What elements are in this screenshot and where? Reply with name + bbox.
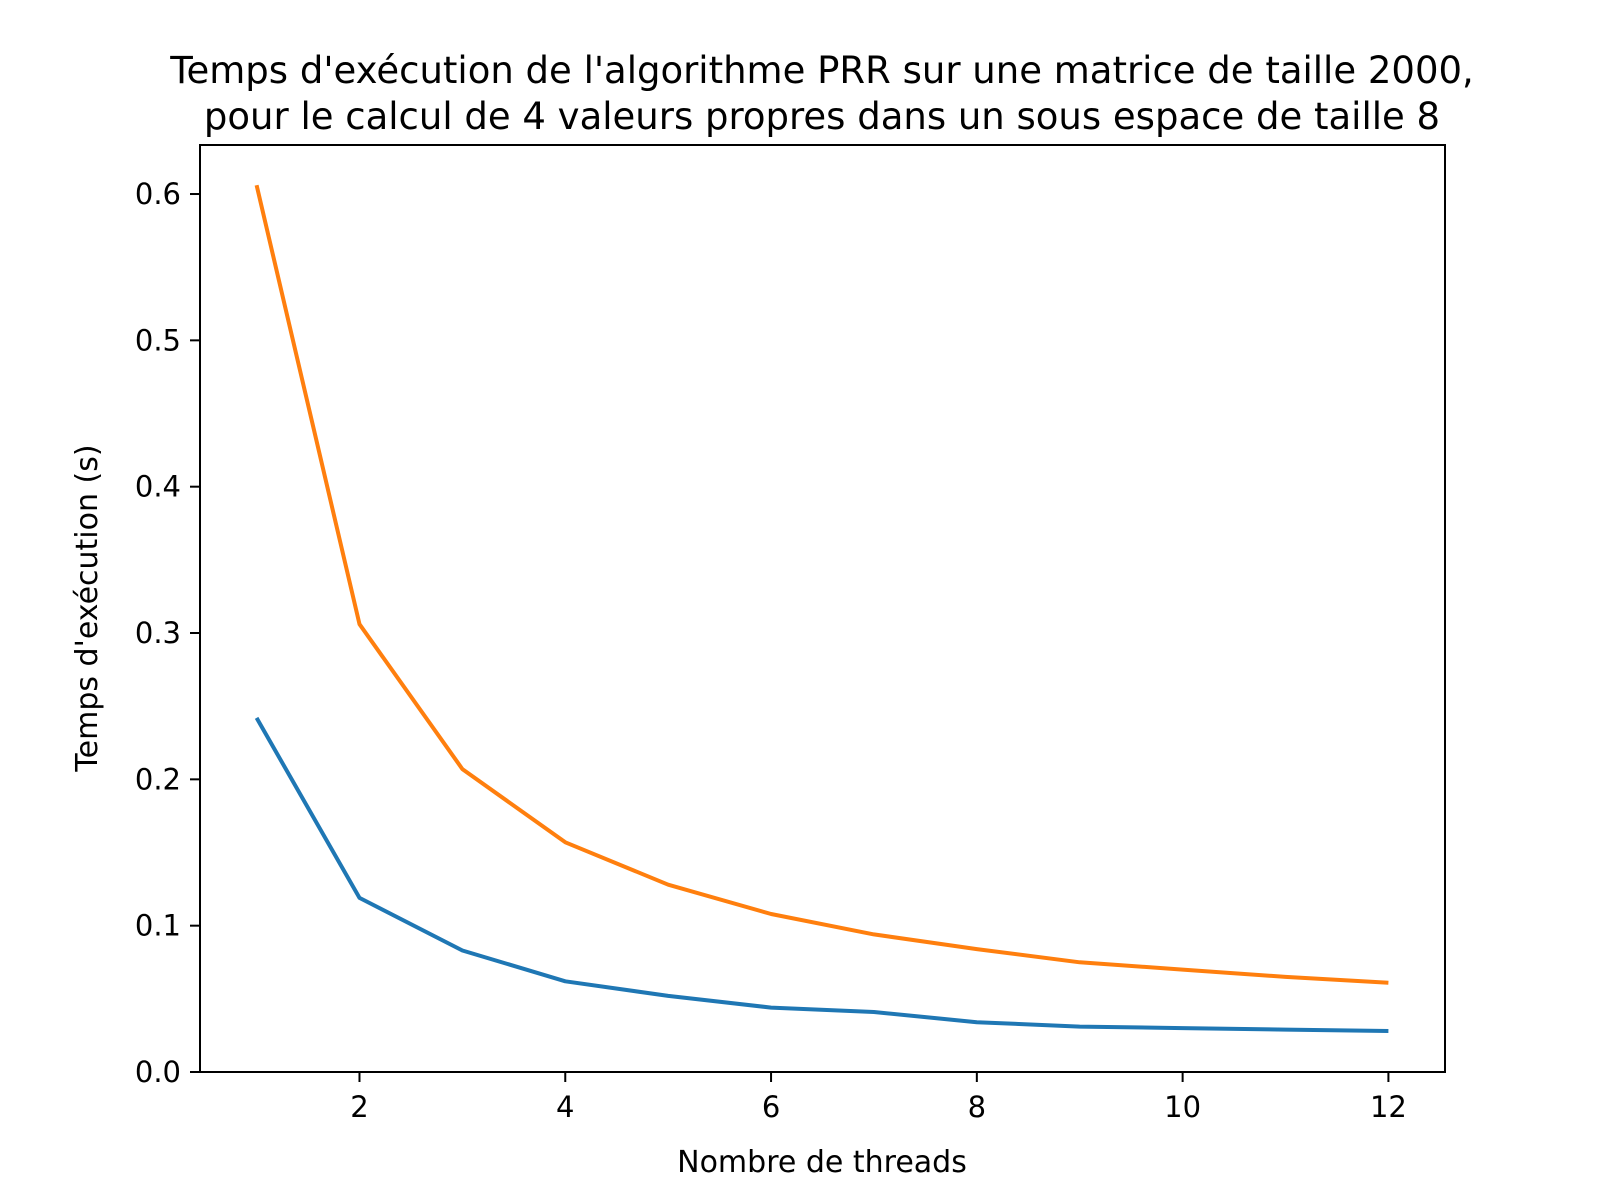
x-tick-label: 8 xyxy=(968,1090,986,1124)
y-tick-label: 0.5 xyxy=(135,323,181,357)
x-tick-label: 4 xyxy=(556,1090,574,1124)
chart-title-line-1: Temps d'exécution de l'algorithme PRR su… xyxy=(169,49,1474,92)
plot-area-frame xyxy=(199,144,1446,1073)
series-layer xyxy=(254,184,1389,1033)
y-tick-label: 0.2 xyxy=(135,762,181,796)
series-line-2 xyxy=(254,184,1389,985)
series-line-1 xyxy=(254,716,1389,1033)
y-axis-ticks: 0.0 0.1 0.2 0.3 0.4 0.5 0.6 xyxy=(135,177,200,1089)
y-tick-label: 0.4 xyxy=(135,470,181,504)
chart-title: Temps d'exécution de l'algorithme PRR su… xyxy=(169,49,1474,138)
y-tick-label: 0.6 xyxy=(135,177,181,211)
x-axis-ticks: 2 4 6 8 10 12 xyxy=(350,1072,1407,1124)
y-tick-label: 0.0 xyxy=(135,1055,181,1089)
y-tick-label: 0.3 xyxy=(135,616,181,650)
x-tick-label: 2 xyxy=(350,1090,368,1124)
x-tick-label: 10 xyxy=(1164,1090,1201,1124)
x-axis-label: Nombre de threads xyxy=(677,1145,967,1180)
y-tick-label: 0.1 xyxy=(135,909,181,943)
x-tick-label: 6 xyxy=(762,1090,780,1124)
chart-title-line-2: pour le calcul de 4 valeurs propres dans… xyxy=(204,95,1440,138)
y-axis-label: Temps d'exécution (s) xyxy=(70,444,105,772)
x-tick-label: 12 xyxy=(1370,1090,1407,1124)
